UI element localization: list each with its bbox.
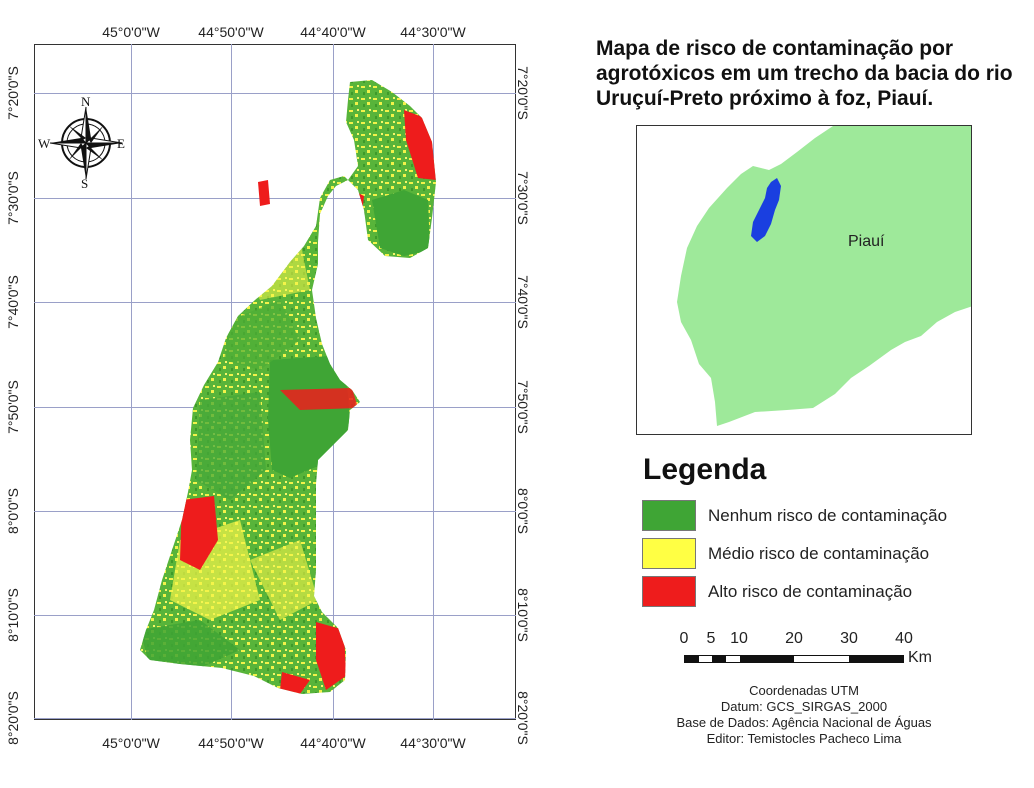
grid-line-lon-1 [131,44,132,720]
lon-label-bottom-2: 44°50'0"W [198,735,264,751]
lat-label-left-6: 8°10'0"S [4,588,21,642]
compass-rose-icon: N S E W [38,94,132,191]
compass-w: W [38,136,51,151]
lon-label-top-4: 44°30'0"W [400,24,466,40]
lon-label-bottom-4: 44°30'0"W [400,735,466,751]
scale-tick-30: 30 [840,630,858,647]
lon-label-top-1: 45°0'0"W [102,24,160,40]
compass-e: E [117,136,125,151]
credits-line-3: Base de Dados: Agência Nacional de Águas [676,715,932,730]
compass-s: S [81,176,89,191]
scale-tick-20: 20 [785,630,803,647]
legend-swatch-red [642,576,696,607]
inset-map [636,125,972,435]
lat-label-left-4: 7°50'0"S [4,380,21,434]
lon-label-top-3: 44°40'0"W [300,24,366,40]
credits-line-2: Datum: GCS_SIRGAS_2000 [720,699,888,714]
legend-swatch-green [642,500,696,531]
credits-line-4: Editor: Temistocles Pacheco Lima [706,731,902,746]
lat-label-right-5: 8°0'0"S [514,488,531,534]
legend-item-medio: Médio risco de contaminação [642,538,982,570]
grid-line-lat-2 [34,198,516,199]
lat-label-right-3: 7°40'0"S [514,275,531,329]
legend-label: Alto risco de contaminação [708,582,913,601]
scale-tick-40: 40 [895,630,913,647]
lat-label-left-1: 7°20'0"S [4,66,21,120]
lat-label-right-4: 7°50'0"S [514,380,531,434]
grid-line-lat-7 [34,718,516,719]
lon-label-top-2: 44°50'0"W [198,24,264,40]
lat-label-left-7: 8°20'0"S [4,691,21,745]
legend-item-alto: Alto risco de contaminação [642,576,982,608]
credits-line-1: Coordenadas UTM [749,683,859,698]
lat-label-left-5: 8°0'0"S [4,488,21,534]
grid-line-lat-1 [34,93,516,94]
inset-land-shape [677,126,971,426]
legend-item-nenhum: Nenhum risco de contaminação [642,500,982,532]
lon-label-bottom-1: 45°0'0"W [102,735,160,751]
inset-label-piaui: Piauí [848,233,885,250]
compass-n: N [81,94,91,109]
scale-tick-0: 0 [679,630,689,647]
lat-label-right-6: 8°10'0"S [514,588,531,642]
lon-label-bottom-3: 44°40'0"W [300,735,366,751]
scale-bar-segments [684,655,904,663]
legend-title: Legenda [643,453,767,486]
lat-label-right-7: 8°20'0"S [514,691,531,745]
legend-label: Nenhum risco de contaminação [708,506,948,525]
scale-unit: Km [908,649,932,666]
lat-label-right-2: 7°30'0"S [514,171,531,225]
legend-label: Médio risco de contaminação [708,544,930,563]
scale-tick-5: 5 [706,630,716,647]
legend-swatch-yellow [642,538,696,569]
map-title: Mapa de risco de contaminação por agrotó… [596,37,1013,110]
scale-tick-10: 10 [730,630,748,647]
map-credits: Coordenadas UTM Datum: GCS_SIRGAS_2000 B… [636,683,972,747]
grid-line-lon-4 [433,44,434,720]
lat-label-right-1: 7°20'0"S [514,66,531,120]
inset-study-area-shape [751,178,781,242]
lat-label-left-3: 7°40'0"S [4,275,21,329]
lat-label-left-2: 7°30'0"S [4,171,21,225]
map-frame [34,44,516,720]
